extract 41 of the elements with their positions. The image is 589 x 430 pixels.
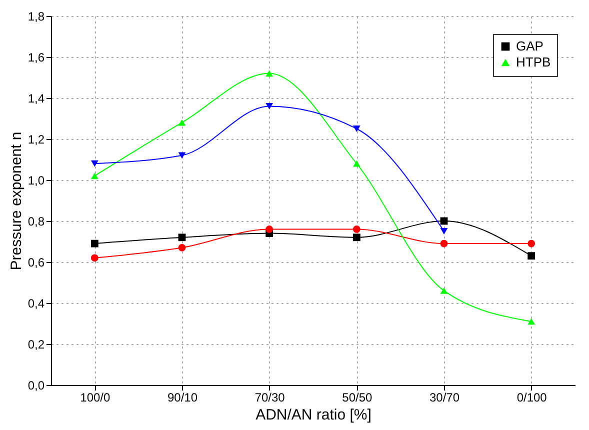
legend-label: HTPB bbox=[516, 54, 551, 70]
y-tick-label: 0,2 bbox=[28, 338, 45, 352]
x-tick-label: 100/0 bbox=[80, 390, 111, 404]
point bbox=[352, 160, 360, 167]
point bbox=[90, 172, 98, 180]
x-axis-title: ADN/AN ratio [%] bbox=[256, 406, 372, 424]
point bbox=[90, 160, 98, 167]
x-tick-label: 70/30 bbox=[254, 390, 286, 404]
point bbox=[528, 240, 536, 248]
point bbox=[178, 152, 186, 159]
x-tick-label: 90/10 bbox=[167, 390, 198, 404]
y-tick-label: 1,8 bbox=[28, 10, 45, 24]
point bbox=[90, 240, 98, 248]
point bbox=[90, 254, 98, 262]
x-tick-label: 0/100 bbox=[516, 390, 548, 404]
point bbox=[440, 228, 448, 234]
y-tick-label: 0,0 bbox=[28, 378, 45, 392]
legend-label: GAP bbox=[516, 38, 544, 54]
point bbox=[528, 252, 536, 260]
point bbox=[352, 234, 360, 242]
y-tick-label: 0,6 bbox=[28, 256, 45, 270]
y-tick-label: 1,4 bbox=[28, 92, 45, 106]
point bbox=[266, 226, 274, 233]
y-tick-label: 0,4 bbox=[28, 296, 45, 310]
y-tick-label: 1,6 bbox=[28, 50, 45, 64]
point bbox=[178, 244, 186, 252]
x-tick-label: 30/70 bbox=[429, 390, 460, 404]
y-tick-label: 1,2 bbox=[28, 132, 45, 146]
point bbox=[352, 126, 360, 132]
y-axis-title: Pressure exponent n bbox=[8, 132, 25, 270]
y-tick-label: 1,0 bbox=[28, 174, 45, 188]
point bbox=[266, 70, 274, 77]
point bbox=[352, 226, 360, 233]
point bbox=[440, 240, 448, 248]
point bbox=[440, 287, 448, 294]
point bbox=[266, 102, 274, 110]
point bbox=[178, 119, 186, 126]
y-tick-label: 0,8 bbox=[28, 214, 45, 228]
point bbox=[528, 318, 536, 325]
point bbox=[178, 234, 186, 242]
x-tick-label: 50/50 bbox=[342, 390, 373, 404]
